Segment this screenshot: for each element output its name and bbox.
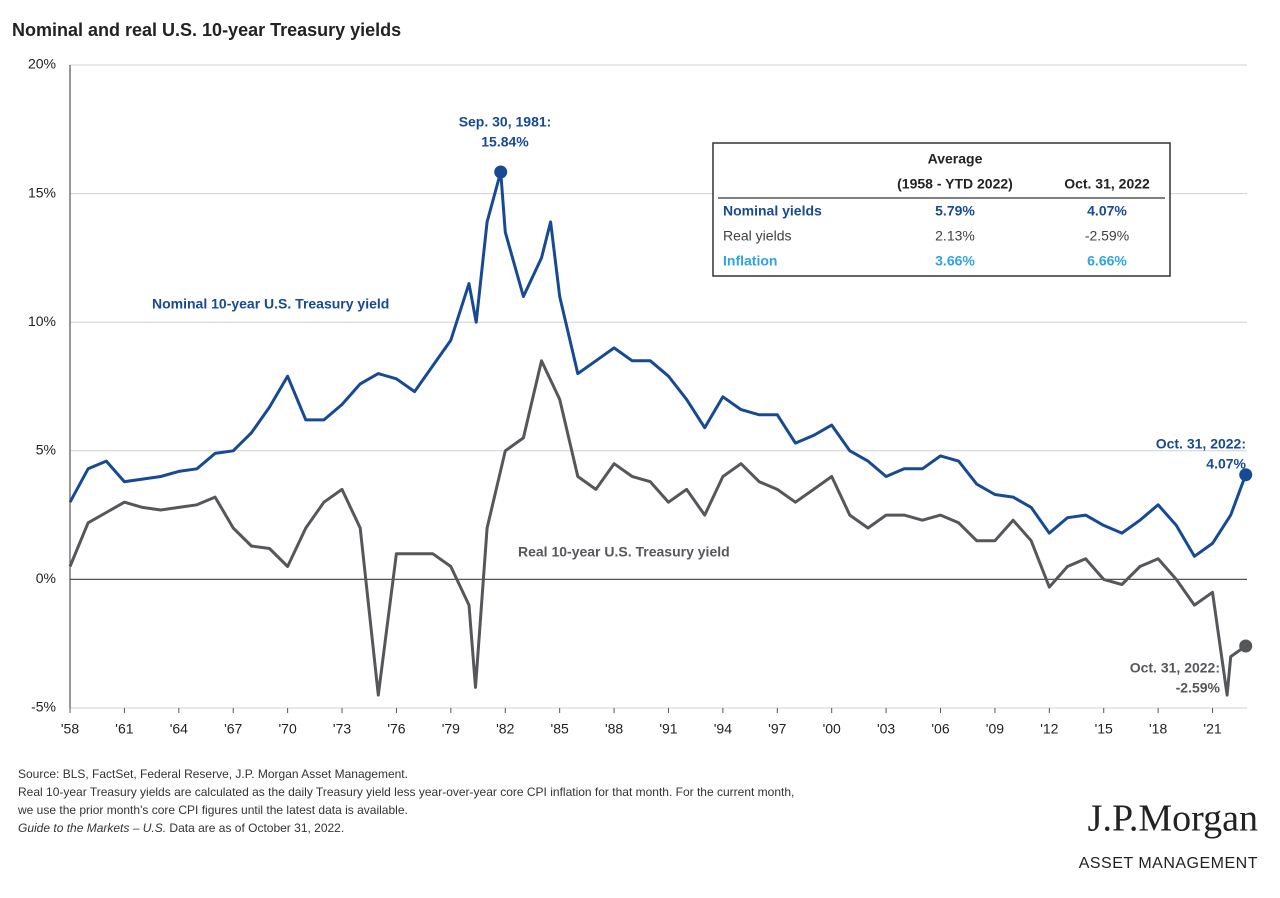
x-tick-label: '12 — [1040, 721, 1058, 737]
y-tick-label: 10% — [28, 313, 56, 329]
footnote: Source: BLS, FactSet, Federal Reserve, J… — [18, 767, 408, 781]
table-row-label: Nominal yields — [723, 203, 822, 219]
chart-title: Nominal and real U.S. 10-year Treasury y… — [12, 20, 401, 40]
x-tick-label: '76 — [387, 721, 405, 737]
x-tick-label: '67 — [224, 721, 242, 737]
y-tick-label: -5% — [31, 699, 56, 715]
table-row-label: Real yields — [723, 228, 791, 244]
y-tick-label: 20% — [28, 56, 56, 72]
x-tick-label: '73 — [333, 721, 351, 737]
table-cell: -2.59% — [1085, 228, 1129, 244]
y-tick-label: 15% — [28, 184, 56, 200]
highlight-point — [1239, 468, 1253, 482]
x-tick-label: '58 — [61, 721, 79, 737]
series-label: Real 10-year U.S. Treasury yield — [518, 544, 730, 560]
annotation: Sep. 30, 1981: — [459, 114, 552, 130]
footnote: we use the prior month's core CPI figure… — [17, 803, 408, 817]
x-tick-label: '18 — [1149, 721, 1167, 737]
x-tick-label: '09 — [986, 721, 1004, 737]
table-cell: 6.66% — [1087, 253, 1127, 269]
y-tick-label: 0% — [36, 570, 56, 586]
x-tick-label: '64 — [170, 721, 188, 737]
series-line — [68, 170, 1248, 558]
x-tick-label: '21 — [1203, 721, 1221, 737]
annotation: Oct. 31, 2022: — [1130, 660, 1220, 676]
annotation: 15.84% — [481, 134, 529, 150]
x-tick-label: '88 — [605, 721, 623, 737]
x-tick-label: '97 — [768, 721, 786, 737]
x-tick-label: '70 — [279, 721, 297, 737]
series-label: Nominal 10-year U.S. Treasury yield — [152, 296, 389, 312]
table-cell: 3.66% — [935, 253, 975, 269]
guide-text: Data are as of October 31, 2022. — [166, 821, 344, 835]
table-cell: 5.79% — [935, 203, 975, 219]
x-tick-label: '91 — [659, 721, 677, 737]
annotation: -2.59% — [1176, 680, 1221, 696]
table-row-label: Inflation — [723, 253, 777, 269]
brand-sub: ASSET MANAGEMENT — [1079, 855, 1258, 872]
table-cell: 2.13% — [935, 228, 975, 244]
highlight-point — [494, 165, 508, 179]
x-tick-label: '61 — [115, 721, 133, 737]
x-tick-label: '06 — [931, 721, 949, 737]
x-tick-label: '82 — [496, 721, 514, 737]
x-tick-label: '94 — [714, 721, 732, 737]
x-tick-label: '15 — [1095, 721, 1113, 737]
y-tick-label: 5% — [36, 442, 56, 458]
footnote: Real 10-year Treasury yields are calcula… — [18, 785, 794, 799]
table-header: Oct. 31, 2022 — [1064, 176, 1150, 192]
x-tick-label: '00 — [823, 721, 841, 737]
table-header: (1958 - YTD 2022) — [897, 176, 1013, 192]
highlight-point — [1239, 639, 1253, 653]
guide-title: Guide to the Markets – U.S. — [18, 821, 166, 835]
table-frame — [712, 142, 1171, 277]
x-tick-label: '03 — [877, 721, 895, 737]
table-header: Average — [928, 151, 983, 167]
footnote: Guide to the Markets – U.S. Data are as … — [18, 821, 344, 835]
annotation: Oct. 31, 2022: — [1156, 436, 1246, 452]
series-line — [68, 359, 1247, 697]
annotation: 4.07% — [1206, 456, 1246, 472]
brand-logo: J.P.Morgan — [1088, 798, 1258, 840]
summary-table: Average (1958 - YTD 2022) Oct. 31, 2022 … — [712, 142, 1171, 277]
x-tick-label: '79 — [442, 721, 460, 737]
table-cell: 4.07% — [1087, 203, 1127, 219]
x-tick-label: '85 — [551, 721, 569, 737]
